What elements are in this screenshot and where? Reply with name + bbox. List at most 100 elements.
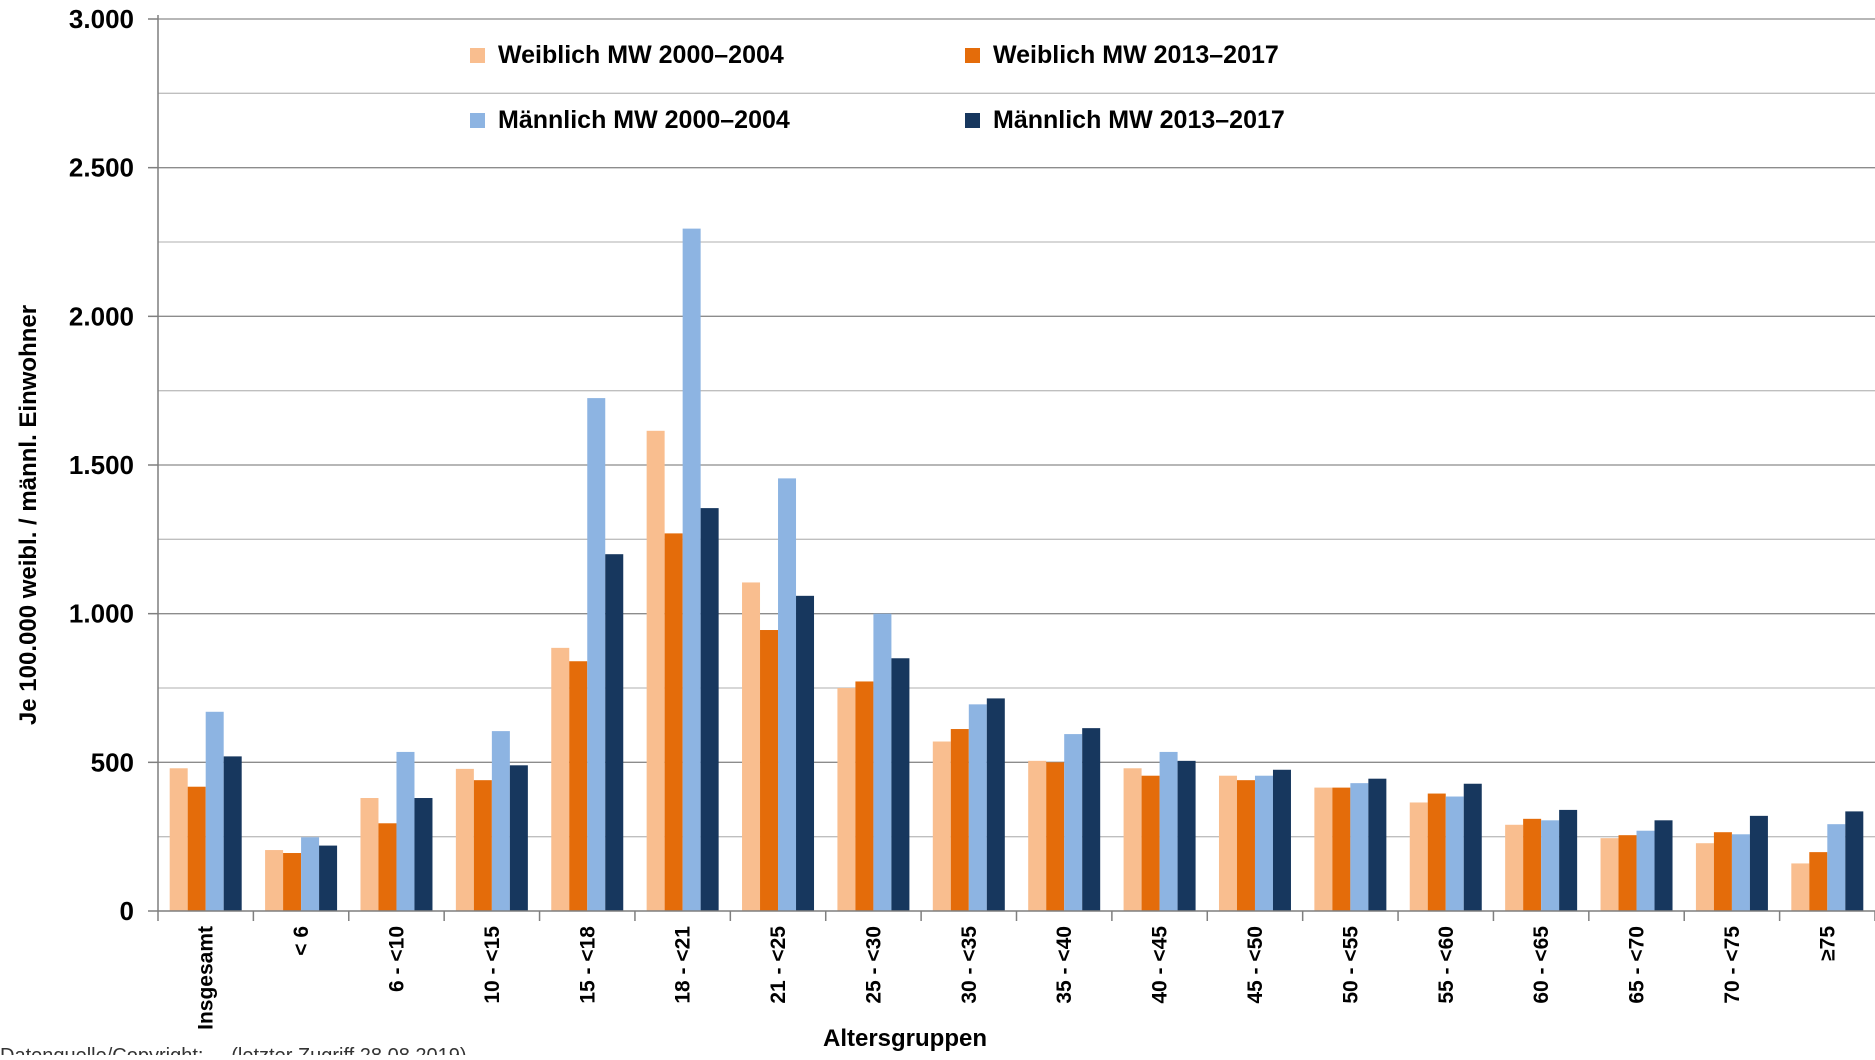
- x-tick-label: 6 - <10: [385, 926, 408, 992]
- bar: [1654, 820, 1673, 911]
- legend-label: Weiblich MW 2013–2017: [993, 41, 1279, 69]
- legend-swatch: [965, 113, 980, 128]
- y-axis-title: Je 100.000 weibl. / männl. Einwohner: [15, 305, 42, 725]
- bar: [1749, 815, 1768, 911]
- bar: [1409, 802, 1428, 911]
- bar: [855, 681, 874, 911]
- bar: [1695, 843, 1714, 911]
- y-tick-label: 500: [91, 747, 134, 777]
- x-axis-title: Altersgruppen: [823, 1025, 987, 1052]
- bar: [646, 430, 665, 911]
- bar: [1713, 832, 1732, 911]
- bar: [360, 798, 379, 911]
- x-tick-label: < 6: [290, 926, 313, 956]
- bar: [605, 554, 624, 911]
- bar: [986, 698, 1005, 911]
- x-tick-label: 21 - <25: [767, 926, 790, 1004]
- bar: [1523, 818, 1542, 911]
- bar: [1028, 760, 1047, 911]
- legend-swatch: [470, 113, 485, 128]
- bars: [169, 228, 1864, 912]
- bar: [265, 850, 284, 911]
- x-tick-label: 45 - <50: [1244, 926, 1267, 1004]
- y-tick-label: 1.000: [69, 599, 134, 629]
- x-tick-label: 65 - <70: [1626, 926, 1649, 1004]
- bar: [1791, 863, 1810, 911]
- y-tick-label: 1.500: [69, 450, 134, 480]
- bar: [396, 751, 415, 911]
- bar: [968, 704, 987, 911]
- x-tick-label: 25 - <30: [862, 926, 885, 1004]
- bar: [414, 798, 433, 911]
- legend-label: Männlich MW 2013–2017: [993, 106, 1285, 134]
- x-tick-label: Insgesamt: [195, 926, 218, 1030]
- bar: [473, 780, 492, 911]
- bar: [509, 765, 528, 911]
- bar: [1559, 809, 1578, 911]
- bar: [1272, 769, 1291, 911]
- bar: [932, 741, 951, 911]
- bar: [1809, 852, 1828, 911]
- bar: [587, 398, 606, 912]
- x-tick-label: 15 - <18: [576, 926, 599, 1004]
- x-tick-label: 60 - <65: [1530, 926, 1553, 1004]
- bar: [1505, 824, 1524, 911]
- legend-swatch: [965, 48, 980, 63]
- bar: [378, 823, 397, 911]
- bar: [283, 853, 302, 911]
- bar: [1845, 811, 1864, 911]
- legend-swatch: [470, 48, 485, 63]
- axes: [148, 15, 1875, 921]
- bar: [169, 768, 188, 911]
- bar: [551, 647, 570, 911]
- y-tick-label: 2.000: [69, 301, 134, 331]
- bar: [1332, 787, 1351, 911]
- bar: [1636, 830, 1655, 911]
- bar: [455, 768, 474, 911]
- bar: [1236, 780, 1255, 911]
- y-tick-label: 0: [120, 896, 134, 926]
- x-tick-label: 35 - <40: [1053, 926, 1076, 1004]
- x-tick-label: 55 - <60: [1435, 926, 1458, 1004]
- bar: [1827, 824, 1846, 911]
- bar: [1445, 796, 1464, 911]
- y-tick-label: 2.500: [69, 153, 134, 183]
- bar: [1541, 820, 1560, 911]
- x-tick-labels: Insgesamt < 6 6 - <10 10 - <15 15 - <18 18 - …: [195, 926, 1840, 1030]
- bar: [837, 688, 856, 911]
- legend-label: Männlich MW 2000–2004: [498, 106, 790, 134]
- bar: [1427, 793, 1446, 911]
- x-tick-label: 18 - <21: [672, 926, 695, 1004]
- bar: [873, 613, 892, 911]
- bar: [742, 582, 761, 911]
- bar: [1254, 775, 1273, 911]
- bar: [301, 837, 320, 911]
- bar: [682, 228, 701, 911]
- bar: [187, 786, 206, 911]
- x-tick-label: 10 - <15: [481, 926, 504, 1004]
- x-tick-label: 30 - <35: [958, 926, 981, 1004]
- bar: [778, 478, 797, 911]
- gridlines: [158, 18, 1875, 838]
- source-note: Datenquelle/Copyright: ... (letzter Zugr…: [0, 1045, 467, 1055]
- bar: [891, 658, 910, 911]
- x-tick-label: 50 - <55: [1339, 926, 1362, 1004]
- bar: [796, 595, 815, 911]
- x-tick-label: 70 - <75: [1721, 926, 1744, 1004]
- bar: [1600, 838, 1619, 911]
- y-tick-labels: 0 500 1.000 1.500 2.000 2.500 3.000: [69, 4, 134, 926]
- legend-label: Weiblich MW 2000–2004: [498, 41, 784, 69]
- bar: [1064, 734, 1083, 911]
- bar: [569, 661, 588, 911]
- legend: Weiblich MW 2000–2004 Weiblich MW 2013–20…: [470, 41, 1285, 134]
- bar: [1159, 751, 1178, 911]
- bar: [1731, 834, 1750, 911]
- bar: [950, 729, 969, 911]
- bar: [1463, 783, 1482, 911]
- y-tick-label: 3.000: [69, 4, 134, 34]
- bar: [1141, 775, 1160, 911]
- bar: [223, 756, 242, 911]
- bar: [205, 711, 224, 911]
